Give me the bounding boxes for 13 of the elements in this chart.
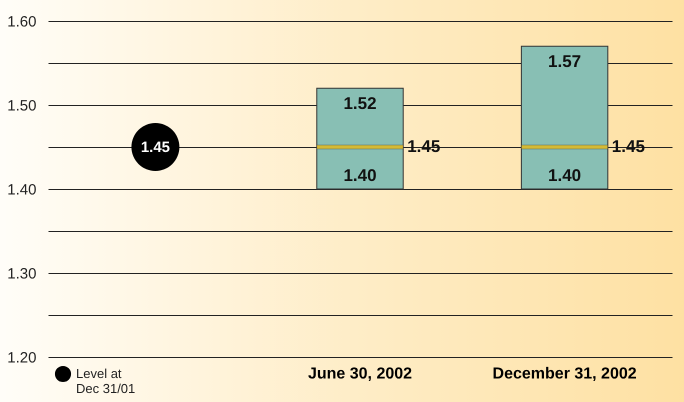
legend-label: Level at Dec 31/01 xyxy=(76,366,136,396)
annotation: 1.57 xyxy=(548,52,582,72)
annotation: 1.40 xyxy=(343,166,377,185)
x-tick-label: June 30, 2002 xyxy=(308,366,412,382)
y-tick-label: 1.60 xyxy=(7,14,36,30)
x-tick-label: December 31, 2002 xyxy=(492,366,637,382)
annotation: 1.52 xyxy=(343,94,377,114)
y-tick-label: 1.50 xyxy=(7,98,36,114)
data-label: 1.45 xyxy=(140,139,170,156)
y-tick-label: 1.40 xyxy=(7,182,36,198)
y-tick-label: 1.30 xyxy=(7,266,36,282)
y-tick-label: 1.20 xyxy=(7,350,36,366)
annotation: 1.40 xyxy=(548,166,582,185)
